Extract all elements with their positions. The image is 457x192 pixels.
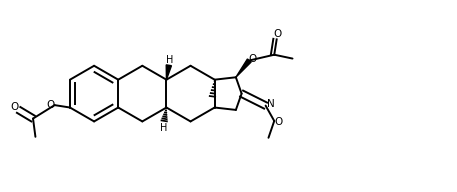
Polygon shape (166, 65, 171, 80)
Text: O: O (273, 29, 281, 39)
Text: H: H (160, 123, 168, 133)
Text: O: O (249, 54, 257, 64)
Text: N: N (266, 99, 274, 109)
Polygon shape (236, 59, 251, 77)
Text: O: O (274, 117, 282, 127)
Text: O: O (11, 102, 19, 112)
Text: O: O (46, 100, 54, 110)
Text: H: H (166, 55, 174, 65)
